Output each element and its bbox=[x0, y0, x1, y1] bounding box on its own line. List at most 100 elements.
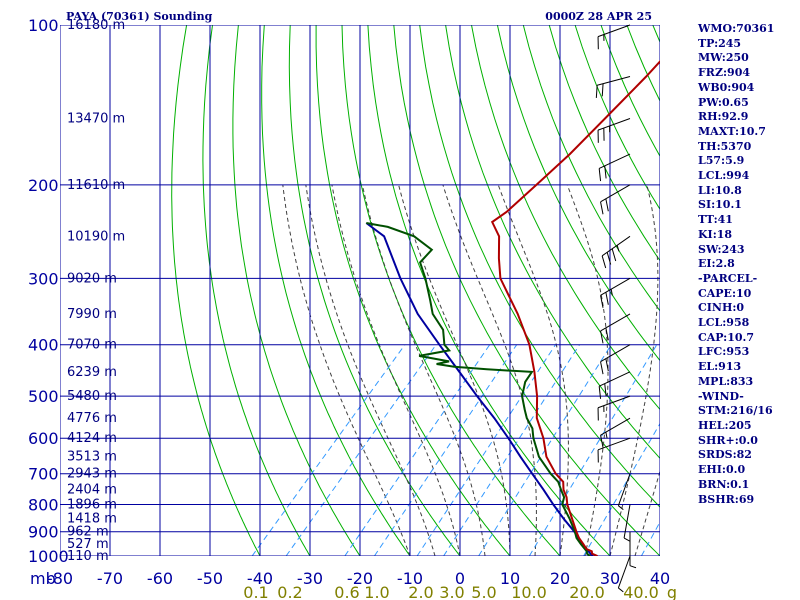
temperature-tick-label: 40 bbox=[650, 569, 670, 588]
wind-barb-staff bbox=[597, 395, 631, 409]
index-line: WB0:904 bbox=[698, 80, 755, 94]
temperature-tick-label: -50 bbox=[197, 569, 223, 588]
mixing-ratio-line bbox=[528, 344, 658, 556]
height-label: 5480 m bbox=[67, 389, 117, 404]
height-label: 10190 m bbox=[67, 229, 125, 244]
mixing-ratio-lines bbox=[251, 344, 660, 556]
wind-barb bbox=[617, 473, 631, 511]
index-line: HEL:205 bbox=[698, 418, 752, 432]
parcel-trace-line bbox=[365, 222, 594, 556]
mixing-ratio-label: 1.0 bbox=[364, 583, 389, 600]
wind-barb bbox=[597, 437, 631, 463]
wind-barb-staff bbox=[623, 504, 631, 539]
wind-barb bbox=[600, 313, 631, 344]
wind-barb bbox=[595, 75, 631, 98]
mixing-ratio-label: 3.0 bbox=[439, 583, 464, 600]
height-label: 13470 m bbox=[67, 112, 125, 127]
wind-barb-flag bbox=[600, 330, 604, 344]
wind-barb-flag bbox=[604, 165, 607, 179]
dry-adiabat-line bbox=[288, 25, 461, 556]
temperature-tick-label: 30 bbox=[600, 569, 620, 588]
wind-barb-flag bbox=[611, 248, 617, 262]
dry-adiabat-line bbox=[202, 25, 311, 556]
wind-barb bbox=[597, 395, 631, 421]
wind-barb bbox=[617, 555, 631, 593]
wind-barb-flag bbox=[601, 83, 604, 97]
index-line: TT:41 bbox=[698, 213, 733, 227]
mixing-ratio-label: g bbox=[667, 583, 677, 600]
dry-adiabat-line bbox=[445, 25, 660, 460]
moist-adiabat-line bbox=[282, 184, 411, 556]
chart-time: 0000Z 28 APR 25 bbox=[545, 10, 652, 23]
temperature-tick-label: 10 bbox=[500, 569, 520, 588]
index-line: FRZ:904 bbox=[698, 66, 751, 80]
wind-barb-flag bbox=[600, 361, 604, 375]
mixing-ratio-line bbox=[373, 344, 518, 556]
pressure-unit-label: mb bbox=[30, 569, 56, 588]
index-line: WMO:70361 bbox=[698, 22, 775, 35]
dry-adiabat-line bbox=[548, 25, 660, 262]
height-label: 11610 m bbox=[67, 178, 125, 193]
moist-adiabat-line bbox=[442, 184, 537, 556]
pressure-tick-label: 900 bbox=[28, 523, 59, 542]
wind-barb bbox=[600, 277, 631, 308]
pressure-tick-label: 300 bbox=[28, 269, 59, 288]
wind-barb-flag bbox=[601, 255, 607, 269]
pressure-tick-label: 1000 bbox=[28, 547, 69, 566]
index-line: BRN:0.1 bbox=[698, 477, 750, 491]
height-label: 7990 m bbox=[67, 307, 117, 322]
wind-barb-staff bbox=[617, 473, 631, 506]
wind-barb-flag bbox=[598, 386, 602, 399]
mixing-ratio-label: 0.2 bbox=[277, 583, 302, 600]
wind-barb-flag bbox=[600, 435, 604, 448]
height-label: 2943 m bbox=[67, 467, 117, 482]
wind-barb-staff bbox=[597, 437, 631, 451]
index-line: MPL:833 bbox=[698, 374, 754, 388]
temperature-tick-label: -40 bbox=[247, 569, 273, 588]
dry-adiabat-line bbox=[315, 25, 511, 556]
temperature-trace-line bbox=[490, 59, 660, 556]
wind-barb bbox=[598, 153, 631, 182]
index-line: KI:18 bbox=[698, 227, 733, 241]
height-label: 527 m bbox=[67, 537, 109, 552]
wind-barb-flag bbox=[605, 327, 609, 341]
index-line: BSHR:69 bbox=[698, 492, 755, 506]
wind-barb-half-flag bbox=[618, 505, 624, 511]
index-line: TH:5370 bbox=[698, 139, 752, 153]
height-label: 16180 m bbox=[67, 18, 125, 33]
height-label: 4124 m bbox=[67, 431, 117, 446]
wind-barb-half-flag bbox=[616, 245, 620, 252]
dry-adiabat-line bbox=[341, 25, 561, 556]
wind-barb bbox=[598, 371, 631, 399]
wind-barb-flag bbox=[600, 295, 604, 308]
wind-barb bbox=[623, 504, 631, 542]
wind-barb-flag bbox=[605, 198, 609, 212]
wind-barb bbox=[601, 235, 631, 269]
wind-barb-half-flag bbox=[605, 431, 608, 439]
index-line: STM:216/16 bbox=[698, 404, 773, 418]
mixing-ratio-label: 0.1 bbox=[243, 583, 268, 600]
pressure-tick-label: 200 bbox=[28, 176, 59, 195]
wind-barb-flag bbox=[605, 292, 609, 305]
wind-barb-staff bbox=[601, 235, 631, 257]
dry-adiabat-line bbox=[393, 25, 660, 556]
pressure-tick-label: 700 bbox=[28, 465, 59, 484]
mixing-ratio-line bbox=[251, 344, 406, 556]
index-line: MAXT:10.7 bbox=[698, 124, 766, 138]
index-line: SRDS:82 bbox=[698, 448, 752, 462]
moist-adiabat-line bbox=[609, 184, 659, 556]
height-label: 962 m bbox=[67, 525, 109, 540]
wind-barb bbox=[600, 344, 631, 375]
pressure-tick-label: 100 bbox=[28, 16, 59, 35]
dry-adiabat-line bbox=[496, 25, 660, 362]
wind-barb bbox=[600, 184, 631, 215]
dry-adiabat-line bbox=[419, 25, 660, 508]
height-label: 1896 m bbox=[67, 498, 117, 513]
index-line: CINH:0 bbox=[698, 301, 745, 315]
wind-barb-staff bbox=[617, 555, 631, 589]
index-line: EHI:0.0 bbox=[698, 463, 746, 477]
wind-barbs bbox=[595, 24, 637, 593]
temperature-tick-label: 0 bbox=[455, 569, 465, 588]
